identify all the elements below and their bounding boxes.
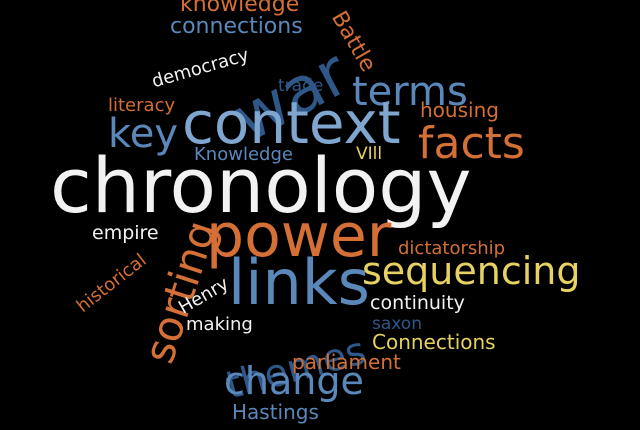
word-hastings: Hastings <box>232 400 319 424</box>
word-continuity: continuity <box>370 292 465 314</box>
word-knowledge-capital: Knowledge <box>194 144 293 165</box>
word-links: links <box>228 246 370 319</box>
word-trade: trade <box>278 76 324 96</box>
word-parliament: parliament <box>292 350 401 374</box>
word-housing: housing <box>420 98 499 122</box>
word-empire: empire <box>92 222 159 244</box>
word-knowledge-lower: knowledge <box>180 0 300 17</box>
word-saxon: saxon <box>372 314 422 334</box>
word-vill: VIll <box>356 144 383 164</box>
word-making: making <box>186 314 253 335</box>
word-literacy: literacy <box>108 95 176 116</box>
word-facts: facts <box>418 118 525 169</box>
word-power: power <box>206 201 392 271</box>
word-connections-lower: connections <box>170 14 303 39</box>
word-change: change <box>224 359 364 403</box>
word-chronology: chronology <box>50 141 472 230</box>
word-context: context <box>182 89 401 157</box>
word-connections-capital: Connections <box>372 330 496 354</box>
word-dictatorship: dictatorship <box>398 238 506 259</box>
word-historical: historical <box>72 249 151 317</box>
word-terms: terms <box>352 69 468 115</box>
word-sequencing: sequencing <box>362 249 581 293</box>
word-key: key <box>108 111 179 157</box>
